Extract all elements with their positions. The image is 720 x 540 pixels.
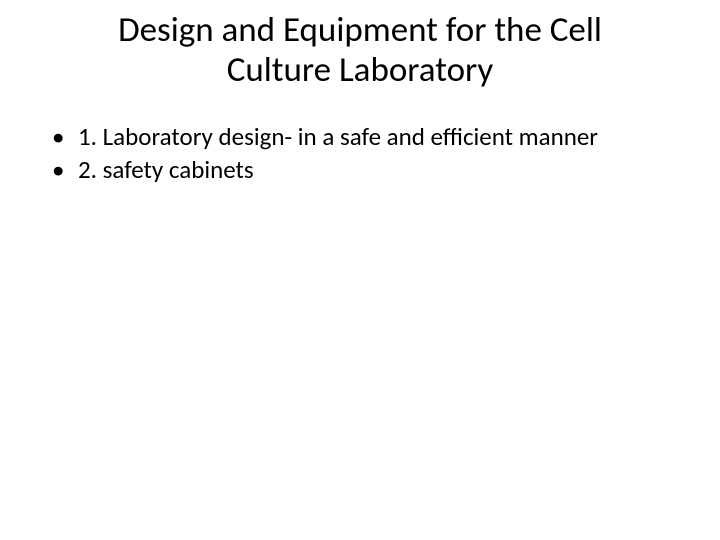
list-item: 1. Laboratory design- in a safe and effi…: [50, 121, 670, 152]
bullet-text: 1. Laboratory design- in a safe and effi…: [78, 121, 598, 152]
slide-body: 1. Laboratory design- in a safe and effi…: [0, 91, 720, 186]
bullet-text: 2. safety cabinets: [78, 154, 254, 185]
title-line-1: Design and Equipment for the Cell: [118, 9, 602, 51]
slide: Design and Equipment for the Cell Cultur…: [0, 0, 720, 540]
list-item: 2. safety cabinets: [50, 154, 670, 185]
slide-title: Design and Equipment for the Cell Cultur…: [0, 0, 720, 91]
title-line-2: Culture Laboratory: [227, 49, 494, 91]
bullet-list: 1. Laboratory design- in a safe and effi…: [50, 121, 670, 186]
